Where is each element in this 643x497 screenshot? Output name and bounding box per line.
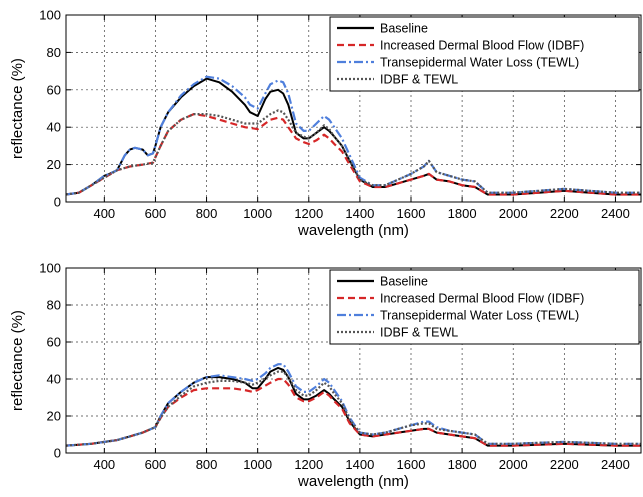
y-axis-label: reflectance (%)	[9, 58, 26, 159]
legend-label-1: Increased Dermal Blood Flow (IDBF)	[380, 39, 584, 53]
tick-label-x: 400	[93, 457, 115, 472]
tick-label-x: 1800	[448, 457, 477, 472]
series-line-3	[65, 370, 641, 447]
tick-label-x: 400	[93, 206, 115, 221]
legend-label-0: Baseline	[380, 22, 428, 36]
ticks: 400 600 800 1000 1200 1400 1600 1800 2000 2200 240…	[39, 8, 641, 221]
tick-label-x: 1200	[294, 206, 323, 221]
series-group	[65, 363, 641, 447]
tick-label-x: 1400	[345, 206, 374, 221]
tick-label-x: 1800	[448, 206, 477, 221]
series-group	[65, 75, 641, 196]
tick-label-x: 2200	[550, 206, 579, 221]
tick-label-x: 600	[145, 206, 167, 221]
tick-label-x: 2000	[499, 457, 528, 472]
tick-label-x: 1400	[345, 457, 374, 472]
series-line-2	[65, 363, 641, 447]
legend-label-1: Increased Dermal Blood Flow (IDBF)	[380, 292, 584, 306]
tick-label-y: 0	[54, 446, 61, 461]
tick-label-y: 60	[47, 335, 61, 350]
legend: Baseline Increased Dermal Blood Flow (IDB…	[329, 269, 640, 345]
tick-label-y: 0	[54, 195, 61, 210]
tick-label-x: 2400	[601, 206, 630, 221]
tick-label-y: 20	[47, 157, 61, 172]
legend-label-2: Transepidermal Water Loss (TEWL)	[380, 56, 579, 70]
legend-label-2: Transepidermal Water Loss (TEWL)	[380, 309, 579, 323]
x-axis-label: wavelength (nm)	[297, 222, 409, 239]
series-line-2	[65, 75, 641, 196]
tick-label-x: 800	[196, 206, 218, 221]
tick-label-x: 2000	[499, 206, 528, 221]
tick-label-y: 80	[47, 298, 61, 313]
tick-label-y: 100	[39, 261, 61, 276]
ticks: 400 600 800 1000 1200 1400 1600 1800 2000 2200 240…	[39, 261, 641, 472]
y-axis-label: reflectance (%)	[9, 310, 26, 411]
legend-box	[329, 16, 640, 92]
legend-label-3: IDBF & TEWL	[380, 326, 458, 340]
tick-label-y: 80	[47, 45, 61, 60]
tick-label-x: 1600	[397, 457, 426, 472]
x-axis-label: wavelength (nm)	[297, 473, 409, 490]
tick-label-x: 1000	[243, 206, 272, 221]
axes-frame	[65, 14, 642, 203]
tick-label-y: 60	[47, 82, 61, 97]
tick-label-x: 600	[145, 457, 167, 472]
tick-label-x: 1600	[397, 206, 426, 221]
tick-label-y: 20	[47, 409, 61, 424]
series-line-3	[65, 109, 641, 196]
legend-label-3: IDBF & TEWL	[380, 73, 458, 87]
chart-panel-top: 400 600 800 1000 1200 1400 1600 1800 2000 2200 240…	[9, 8, 642, 239]
tick-label-y: 40	[47, 120, 61, 135]
tick-label-x: 1000	[243, 457, 272, 472]
legend-box	[329, 269, 640, 345]
tick-label-x: 1200	[294, 457, 323, 472]
tick-label-x: 800	[196, 457, 218, 472]
tick-label-y: 100	[39, 8, 61, 23]
tick-label-y: 40	[47, 372, 61, 387]
chart-panel-bottom: 400 600 800 1000 1200 1400 1600 1800 2000 2200 240…	[9, 261, 642, 490]
legend: Baseline Increased Dermal Blood Flow (IDB…	[329, 16, 640, 92]
legend-label-0: Baseline	[380, 275, 428, 289]
axes-frame	[65, 267, 642, 454]
tick-label-x: 2400	[601, 457, 630, 472]
tick-label-x: 2200	[550, 457, 579, 472]
